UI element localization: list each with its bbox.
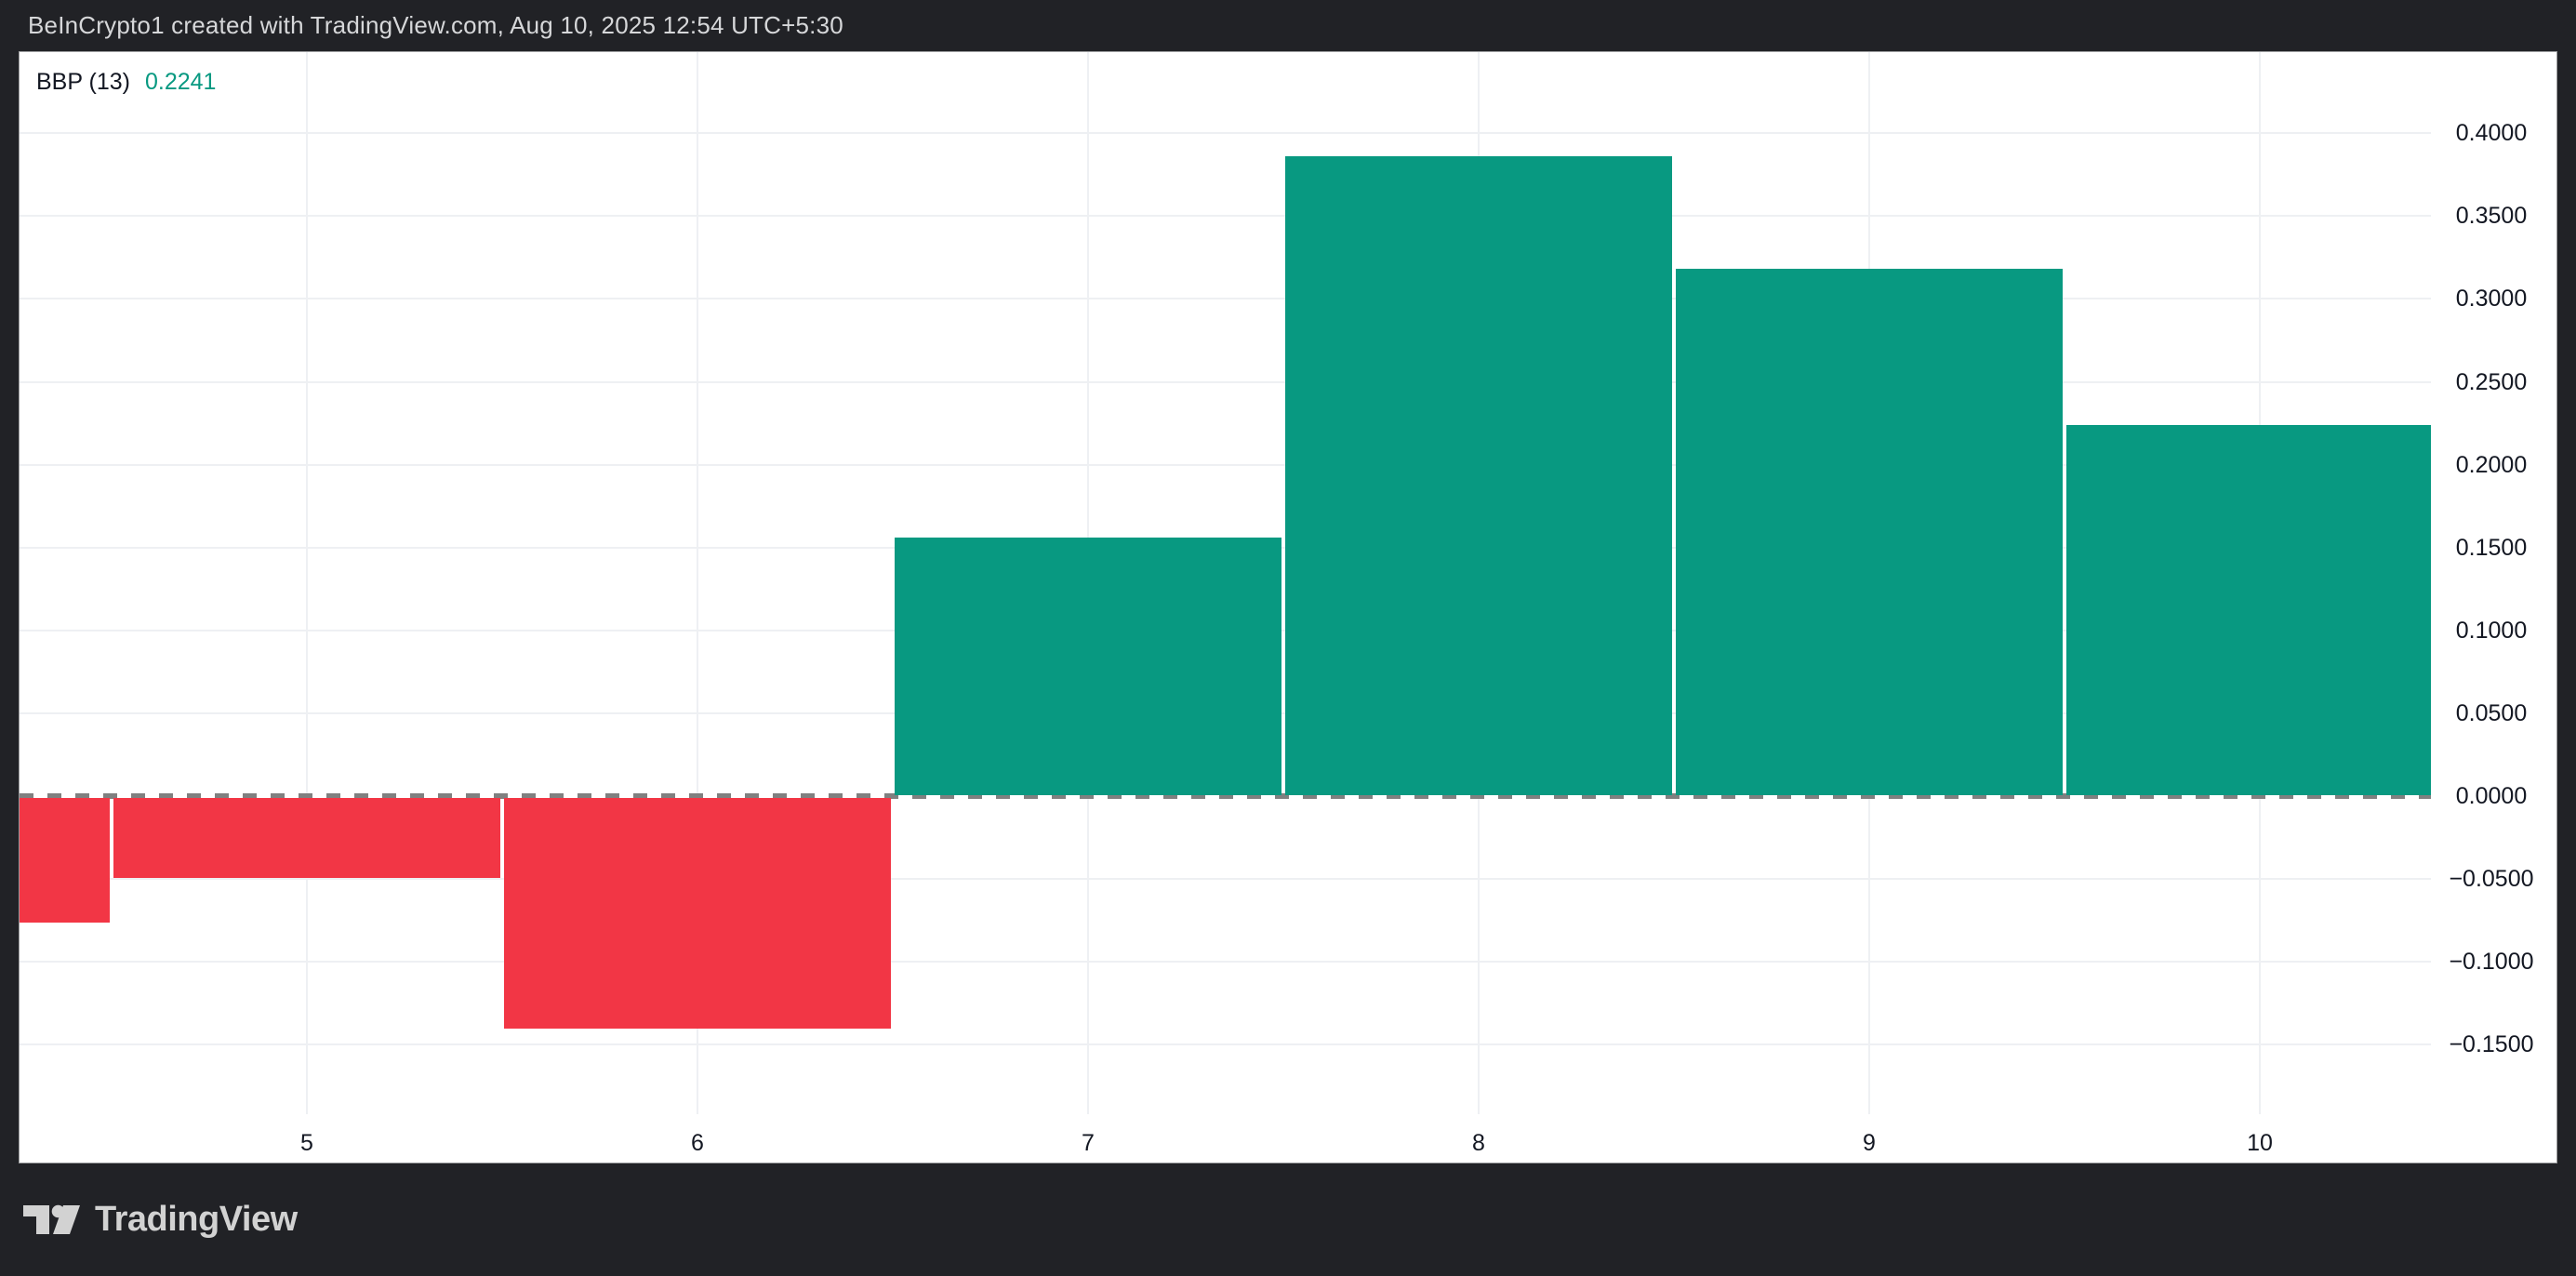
attribution-bar: BeInCrypto1 created with TradingView.com… bbox=[0, 0, 2576, 51]
horizontal-gridline bbox=[20, 132, 2431, 135]
price-axis-label: 0.2000 bbox=[2455, 451, 2528, 478]
price-axis-label: 0.3500 bbox=[2455, 203, 2528, 230]
price-axis-label: −0.1000 bbox=[2449, 949, 2534, 976]
price-axis-label: 0.4000 bbox=[2455, 120, 2528, 147]
horizontal-gridline bbox=[20, 1043, 2431, 1046]
time-axis-label: 8 bbox=[1472, 1130, 1485, 1156]
histogram-bar bbox=[20, 798, 110, 923]
time-axis-label: 9 bbox=[1863, 1130, 1876, 1156]
price-axis[interactable]: 0.4000 0.3500 0.3000 0.2500 0.2000 0.1500 0.10… bbox=[2431, 52, 2558, 1114]
vertical-gridline bbox=[306, 52, 308, 1114]
plot-area[interactable] bbox=[20, 52, 2431, 1114]
horizontal-gridline bbox=[20, 380, 2431, 383]
time-axis-label: 10 bbox=[2247, 1130, 2273, 1156]
zero-line bbox=[20, 793, 2431, 799]
footer-bar: TradingView bbox=[0, 1163, 2576, 1276]
indicator-title[interactable]: BBP (13) bbox=[36, 68, 130, 95]
histogram-bar bbox=[1676, 269, 2063, 795]
horizontal-gridline bbox=[20, 463, 2431, 466]
horizontal-gridline bbox=[20, 961, 2431, 964]
tradingview-wordmark: TradingView bbox=[95, 1200, 298, 1239]
histogram-bar bbox=[2066, 424, 2431, 795]
tradingview-logo-icon bbox=[23, 1204, 80, 1234]
horizontal-gridline bbox=[20, 878, 2431, 881]
time-axis-label: 5 bbox=[300, 1130, 313, 1156]
tradingview-logo[interactable]: TradingView bbox=[23, 1200, 298, 1240]
horizontal-gridline bbox=[20, 215, 2431, 218]
indicator-value: 0.2241 bbox=[144, 68, 217, 95]
time-axis[interactable]: 5 6 7 8 9 10 bbox=[20, 1129, 2558, 1157]
vertical-gridline bbox=[697, 52, 698, 1114]
price-axis-label: 0.2500 bbox=[2455, 368, 2528, 395]
histogram-bar bbox=[1285, 156, 1672, 795]
horizontal-gridline bbox=[20, 298, 2431, 300]
histogram-bar bbox=[113, 798, 500, 878]
indicator-legend[interactable]: BBP (13) 0.2241 bbox=[36, 68, 216, 96]
chart-panel: 0.4000 0.3500 0.3000 0.2500 0.2000 0.1500 0.10… bbox=[19, 51, 2557, 1163]
price-axis-label: −0.0500 bbox=[2449, 866, 2534, 893]
attribution-text: BeInCrypto1 created with TradingView.com… bbox=[28, 11, 843, 39]
price-axis-label: 0.0500 bbox=[2455, 699, 2528, 726]
histogram-bar bbox=[504, 798, 891, 1029]
price-axis-label: 0.3000 bbox=[2455, 286, 2528, 312]
price-axis-label: 0.0000 bbox=[2455, 783, 2528, 809]
time-axis-label: 6 bbox=[691, 1130, 704, 1156]
time-axis-label: 7 bbox=[1082, 1130, 1095, 1156]
price-axis-label: 0.1500 bbox=[2455, 534, 2528, 561]
price-axis-label: −0.1500 bbox=[2449, 1031, 2534, 1058]
histogram-bar bbox=[895, 538, 1281, 795]
price-axis-label: 0.1000 bbox=[2455, 617, 2528, 644]
